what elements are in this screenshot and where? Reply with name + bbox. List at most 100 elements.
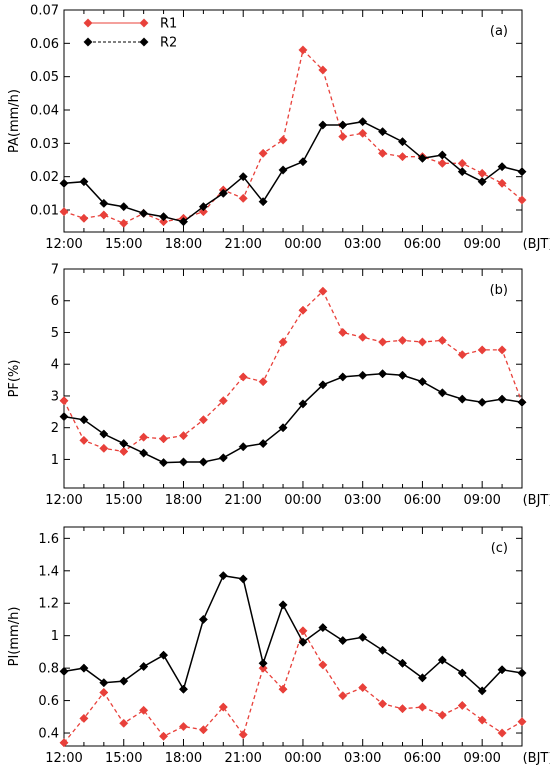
y-tick-label: 4 bbox=[51, 358, 59, 373]
data-point-r1 bbox=[358, 128, 368, 138]
data-point-r1 bbox=[119, 718, 129, 728]
data-point-r2 bbox=[119, 439, 129, 449]
data-point-r2 bbox=[178, 217, 189, 227]
data-point-r1 bbox=[397, 704, 408, 714]
y-tick-label: 0.05 bbox=[30, 70, 59, 85]
data-point-r1 bbox=[119, 218, 129, 228]
data-point-r2 bbox=[318, 120, 328, 130]
y-axis-label: PI(mm/h) bbox=[7, 607, 22, 667]
data-point-r1 bbox=[119, 446, 129, 457]
x-tick-label: 21:00 bbox=[224, 237, 261, 252]
data-point-r1 bbox=[298, 626, 308, 636]
legend-label-r2: R2 bbox=[160, 36, 177, 51]
y-tick-label: 1.2 bbox=[38, 597, 59, 612]
data-point-r1 bbox=[198, 415, 208, 425]
data-point-r2 bbox=[159, 650, 169, 660]
data-point-r2 bbox=[338, 372, 348, 382]
x-tick-label: 18:00 bbox=[165, 751, 202, 765]
data-point-r1 bbox=[338, 691, 348, 701]
data-point-r2 bbox=[318, 623, 328, 633]
data-point-r2 bbox=[378, 645, 388, 655]
data-point-r1 bbox=[417, 702, 427, 712]
data-point-r2 bbox=[198, 202, 208, 212]
data-point-r2 bbox=[218, 188, 228, 198]
data-point-r1 bbox=[258, 377, 268, 387]
data-point-r2 bbox=[198, 614, 208, 625]
legend-marker-r1 bbox=[139, 18, 149, 28]
data-point-r1 bbox=[238, 730, 248, 740]
data-point-r2 bbox=[417, 377, 427, 387]
x-tick-label: 09:00 bbox=[463, 751, 500, 765]
data-point-r1 bbox=[59, 738, 69, 748]
data-point-r1 bbox=[79, 213, 89, 223]
data-point-r2 bbox=[437, 388, 447, 398]
x-tick-label: 03:00 bbox=[344, 237, 381, 252]
data-point-r1 bbox=[218, 396, 228, 406]
data-point-r2 bbox=[497, 394, 507, 404]
data-point-r2 bbox=[417, 153, 427, 163]
x-tick-label: 21:00 bbox=[224, 493, 261, 508]
y-tick-label: 1.6 bbox=[38, 532, 59, 547]
data-point-r1 bbox=[497, 178, 507, 188]
data-point-r2 bbox=[178, 457, 189, 467]
data-point-r1 bbox=[477, 168, 487, 178]
data-point-r2 bbox=[517, 167, 527, 177]
data-point-r1 bbox=[497, 345, 507, 355]
data-point-r1 bbox=[358, 332, 368, 342]
data-point-r2 bbox=[457, 167, 467, 177]
y-tick-label: 0.4 bbox=[38, 727, 59, 742]
y-tick-label: 0.07 bbox=[30, 4, 59, 19]
data-point-r2 bbox=[477, 177, 487, 187]
data-point-r1 bbox=[99, 687, 109, 698]
data-point-r2 bbox=[298, 157, 308, 167]
x-tick-label: 06:00 bbox=[404, 493, 441, 508]
data-point-r1 bbox=[358, 683, 368, 693]
data-point-r1 bbox=[79, 435, 89, 445]
data-point-r2 bbox=[378, 369, 388, 379]
data-point-r1 bbox=[457, 350, 467, 360]
x-tick-label: 00:00 bbox=[284, 237, 321, 252]
data-point-r1 bbox=[517, 717, 527, 727]
panel-label: (a) bbox=[490, 24, 508, 39]
data-point-r1 bbox=[338, 327, 348, 338]
x-unit-label: (BJT) bbox=[523, 493, 550, 508]
x-tick-label: 03:00 bbox=[344, 751, 381, 765]
y-tick-label: 1.4 bbox=[38, 564, 59, 579]
data-point-r2 bbox=[338, 120, 348, 130]
data-point-r2 bbox=[298, 637, 308, 647]
y-axis-label: PA(mm/h) bbox=[7, 89, 22, 153]
data-point-r2 bbox=[99, 198, 109, 208]
data-point-r2 bbox=[59, 666, 69, 676]
data-point-r1 bbox=[278, 684, 288, 694]
data-point-r2 bbox=[338, 636, 348, 646]
data-point-r1 bbox=[457, 158, 467, 168]
panel-1: 12:00 15:00 18:00 21:00 00:00 03:00 06:00 09:00… bbox=[7, 263, 550, 509]
data-point-r2 bbox=[358, 370, 368, 380]
data-point-r1 bbox=[258, 663, 268, 673]
x-tick-label: 21:00 bbox=[224, 751, 261, 765]
data-point-r2 bbox=[358, 632, 368, 642]
x-tick-label: 12:00 bbox=[45, 493, 82, 508]
data-point-r1 bbox=[437, 710, 447, 720]
y-tick-label: 6 bbox=[51, 294, 59, 309]
data-point-r2 bbox=[99, 678, 109, 688]
data-point-r2 bbox=[378, 127, 388, 137]
x-tick-label: 06:00 bbox=[404, 237, 441, 252]
legend-marker-r2 bbox=[139, 37, 149, 47]
x-tick-label: 09:00 bbox=[463, 237, 500, 252]
x-tick-label: 03:00 bbox=[344, 493, 381, 508]
legend-marker-r1 bbox=[83, 18, 93, 28]
y-tick-label: 3 bbox=[51, 389, 59, 404]
data-point-r1 bbox=[278, 337, 288, 347]
data-point-r1 bbox=[318, 660, 328, 670]
x-tick-label: 15:00 bbox=[105, 237, 142, 252]
y-tick-label: 0.8 bbox=[38, 662, 59, 677]
x-tick-label: 18:00 bbox=[165, 237, 202, 252]
data-point-r1 bbox=[457, 700, 467, 710]
data-point-r1 bbox=[378, 337, 388, 347]
panel-label: (c) bbox=[491, 541, 508, 556]
x-tick-label: 15:00 bbox=[105, 751, 142, 765]
data-point-r2 bbox=[178, 684, 189, 694]
